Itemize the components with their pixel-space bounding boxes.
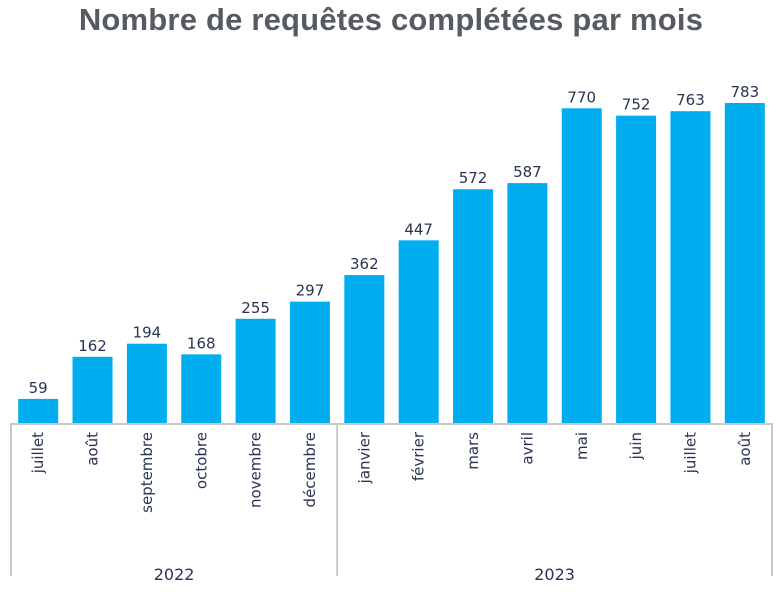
bar-avril [507, 183, 548, 423]
x-tick-label: janvier [355, 431, 373, 484]
bar-septembre [126, 343, 167, 423]
data-label: 770 [567, 88, 596, 106]
bar-mars [453, 189, 494, 423]
data-label: 297 [296, 282, 325, 300]
data-label: 447 [404, 220, 433, 238]
data-label: 572 [459, 169, 488, 187]
year-label: 2022 [154, 565, 195, 584]
data-label: 162 [78, 337, 107, 355]
year-label: 2023 [534, 565, 575, 584]
x-tick-label: septembre [138, 432, 156, 513]
chart-title: Nombre de requêtes complétées par mois [78, 2, 704, 37]
bar-juillet [670, 111, 711, 423]
bar-février [398, 240, 439, 423]
bar-août [724, 103, 765, 423]
bar-janvier [344, 275, 385, 423]
bar-juin [616, 115, 657, 423]
x-tick-label: juillet [681, 432, 699, 474]
x-tick-label: août [736, 432, 754, 466]
bar-novembre [235, 318, 276, 423]
data-label: 763 [676, 91, 705, 109]
data-label: 59 [29, 379, 48, 397]
data-label: 362 [350, 255, 379, 273]
bar-juillet [18, 398, 59, 423]
data-label: 587 [513, 163, 542, 181]
data-label: 194 [133, 324, 162, 342]
x-tick-label: mars [464, 432, 482, 470]
bar-mai [561, 108, 602, 423]
x-tick-label: août [84, 432, 102, 466]
x-tick-label: mai [573, 432, 591, 460]
data-label: 783 [731, 83, 760, 101]
bar-décembre [289, 301, 330, 423]
x-tick-label: décembre [301, 432, 319, 507]
bar-octobre [181, 354, 222, 423]
x-tick-label: juin [627, 432, 645, 460]
data-label: 255 [241, 299, 270, 317]
data-label: 752 [622, 96, 651, 114]
bar-août [72, 356, 113, 423]
x-tick-label: octobre [192, 432, 210, 489]
x-tick-label: février [410, 431, 428, 481]
x-tick-label: juillet [29, 432, 47, 474]
x-tick-label: avril [518, 432, 536, 465]
x-tick-label: novembre [247, 432, 265, 508]
data-label: 168 [187, 334, 216, 352]
